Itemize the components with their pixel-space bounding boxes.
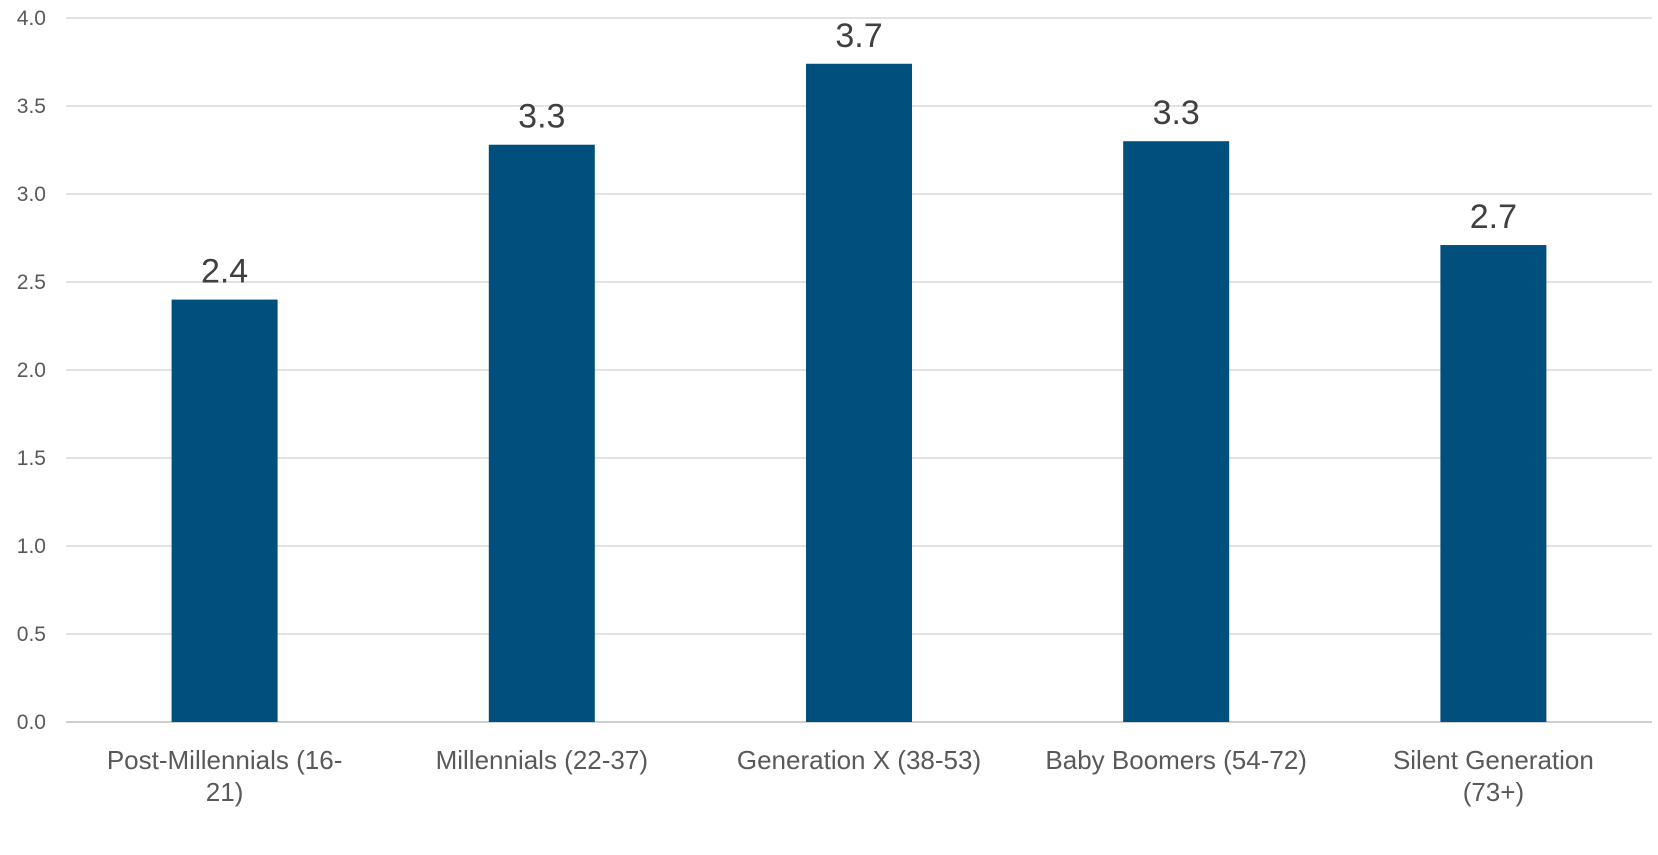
category-label: (73+) — [1463, 777, 1524, 807]
category-label: Generation X (38-53) — [737, 745, 981, 775]
y-tick-label: 2.5 — [17, 271, 46, 294]
x-axis-category-labels: Post-Millennials (16-21) Millennials (22-… — [107, 745, 1594, 807]
category-label: Millennials (22-37) — [436, 745, 648, 775]
category-label: 21) — [206, 777, 244, 807]
y-tick-label: 4.0 — [17, 7, 46, 30]
bar — [806, 63, 912, 722]
category-label: Post-Millennials (16- — [107, 745, 343, 775]
data-label: 3.3 — [1153, 94, 1200, 132]
bars — [171, 63, 1547, 723]
y-tick-label: 3.5 — [17, 95, 46, 118]
bar — [1123, 141, 1230, 722]
data-label: 2.7 — [1470, 198, 1517, 236]
y-axis-tick-labels: 0.0 0.5 1.0 1.5 2.0 2.5 3.0 3.5 4.0 — [17, 7, 46, 734]
bar — [1440, 245, 1547, 723]
data-label: 3.3 — [518, 98, 565, 136]
data-label: 2.4 — [201, 253, 248, 291]
bar — [488, 144, 595, 723]
y-tick-label: 2.0 — [17, 359, 46, 382]
y-tick-label: 0.0 — [17, 711, 46, 734]
y-tick-label: 1.0 — [17, 535, 46, 558]
y-tick-label: 3.0 — [17, 183, 46, 206]
category-label: Baby Boomers (54-72) — [1045, 745, 1307, 775]
bar — [171, 299, 278, 722]
data-labels: 2.4 3.3 3.7 3.3 2.7 — [201, 17, 1517, 291]
data-label: 3.7 — [835, 17, 882, 55]
category-label: Silent Generation — [1393, 745, 1594, 775]
y-tick-label: 1.5 — [17, 447, 46, 470]
y-tick-label: 0.5 — [17, 623, 46, 646]
